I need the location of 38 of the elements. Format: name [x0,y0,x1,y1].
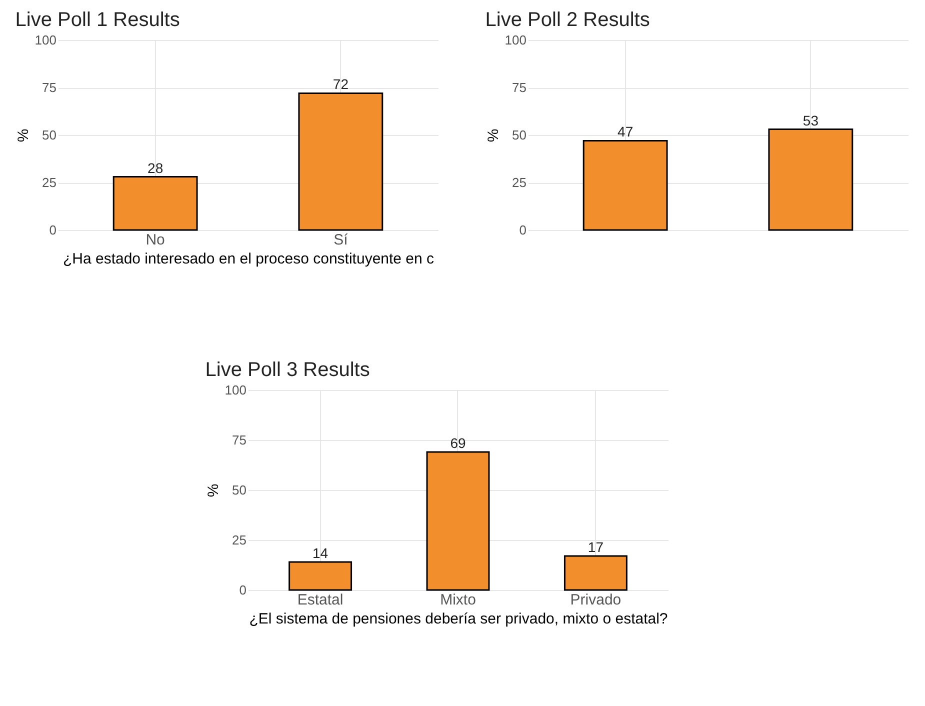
data-label: 72 [332,76,349,92]
y-tick-label: 75 [42,80,56,95]
data-label: 53 [802,112,819,128]
y-tick-label: 25 [512,175,526,190]
y-axis-title: % [484,128,502,142]
data-label: 28 [148,160,164,176]
data-label: 69 [450,435,466,451]
y-tick-label: 50 [512,128,526,142]
bar [564,555,628,591]
y-tick-label: 25 [232,532,246,548]
y-tick-label: 100 [504,32,526,48]
x-tick-label: No [146,232,165,248]
y-axis-title: % [14,128,32,142]
chart-title: Live Poll 2 Results [485,9,650,31]
data-label: 17 [588,539,604,555]
y-tick-label: 100 [224,382,246,398]
y-tick-label: 50 [42,128,56,142]
y-tick-label: 0 [519,222,526,238]
data-label: 47 [618,124,634,140]
x-tick-label: Privado [570,592,622,608]
y-tick-label: 25 [42,175,56,190]
y-tick-label: 100 [34,32,56,48]
y-tick-label: 0 [49,222,56,238]
y-tick-label: 75 [512,80,526,95]
bar [288,561,352,591]
y-tick-label: 75 [232,432,246,448]
chart-title: Live Poll 3 Results [205,359,370,381]
x-tick-label: Sí [334,232,349,248]
bar [426,451,490,591]
x-axis-title: ¿El sistema de pensiones debería ser privado, mixto o estatal? [249,610,668,628]
chart-title: Live Poll 1 Results [15,9,180,31]
y-axis-title: % [204,484,222,498]
x-tick-label: Estatal [297,592,344,608]
x-tick-label: Mixto [440,592,476,608]
data-label: 14 [312,545,328,561]
y-tick-label: 50 [232,482,246,498]
y-tick-label: 0 [239,582,246,598]
x-axis-title: ¿Ha estado interesado en el proceso constituyente en c [62,250,435,268]
